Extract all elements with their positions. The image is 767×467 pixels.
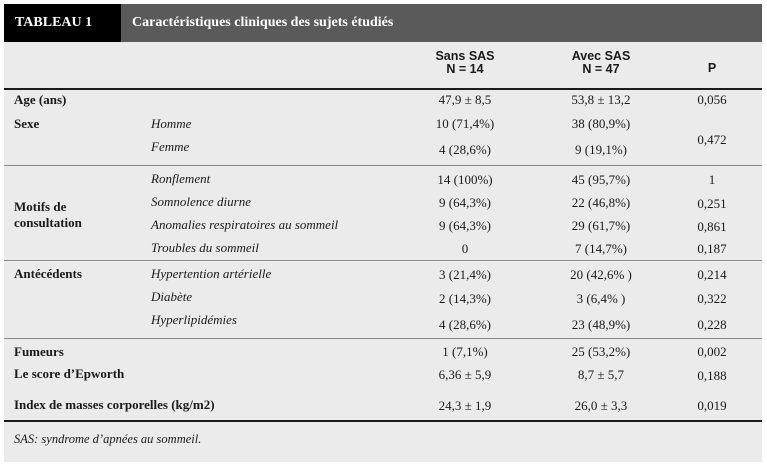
row-motifs-label-line1: Motifs de [14, 199, 67, 214]
row-motifs-label: Motifs de consultation [14, 199, 82, 231]
row-diabete-avec: 3 (6,4% ) [576, 291, 626, 306]
header-avec-sas-n: N = 47 [582, 62, 620, 76]
row-anomalies-sans: 9 (64,3%) [439, 218, 491, 233]
row-hta-sans: 3 (21,4%) [439, 267, 491, 282]
row-ronflement-sans: 14 (100%) [437, 172, 493, 187]
row-hyperlipidemies-p: 0,228 [697, 317, 727, 332]
table-tag: TABLEAU 1 [4, 4, 121, 42]
row-ronflement-label: Ronflement [151, 171, 211, 186]
row-hyperlipidemies-sans: 4 (28,6%) [439, 317, 491, 332]
row-hta-p: 0,214 [697, 267, 727, 282]
row-age-avec: 53,8 ± 13,2 [571, 92, 631, 107]
table-footnote: SAS: syndrome d’apnées au sommeil. [14, 432, 202, 446]
row-hta-label: Hypertention artérielle [151, 266, 272, 281]
row-imc-p: 0,019 [697, 398, 727, 413]
row-femme-label: Femme [151, 139, 190, 154]
row-troubles-avec: 7 (14,7%) [575, 241, 627, 256]
header-rule [4, 88, 762, 90]
row-anomalies-p: 0,861 [697, 219, 727, 234]
rule-after-antecedents [4, 338, 762, 339]
rule-after-sexe [4, 165, 762, 166]
row-age-p: 0,056 [697, 92, 727, 107]
row-motifs-label-line2: consultation [14, 215, 82, 230]
row-diabete-sans: 2 (14,3%) [439, 291, 491, 306]
row-imc-label: Index de masses corporelles (kg/m2) [14, 397, 215, 412]
row-epworth-p: 0,188 [697, 368, 727, 383]
table-frame: TABLEAU 1 Caractéristiques cliniques des… [4, 4, 762, 462]
row-sexe-p: 0,472 [697, 132, 727, 147]
row-troubles-p: 0,187 [697, 241, 727, 256]
row-age-label: Age (ans) [14, 92, 67, 107]
header-avec-sas: Avec SAS N = 47 [549, 50, 653, 76]
row-antecedents-label: Antécédents [14, 266, 82, 281]
row-troubles-sans: 0 [461, 241, 469, 256]
row-sexe-label: Sexe [14, 116, 40, 131]
row-homme-label: Homme [151, 116, 192, 131]
row-fumeurs-p: 0,002 [697, 344, 727, 359]
header-sans-sas-n: N = 14 [446, 62, 484, 76]
row-epworth-label: Le score d’Epworth [14, 366, 125, 381]
row-hta-avec: 20 (42,6% ) [570, 267, 632, 282]
row-somnolence-label: Somnolence diurne [151, 194, 252, 209]
header-sans-sas-label: Sans SAS [435, 49, 495, 63]
title-bar: TABLEAU 1 Caractéristiques cliniques des… [4, 4, 762, 42]
row-fumeurs-avec: 25 (53,2%) [571, 344, 631, 359]
header-avec-sas-label: Avec SAS [571, 49, 631, 63]
row-ronflement-avec: 45 (95,7%) [571, 172, 631, 187]
bottom-rule [4, 420, 762, 422]
row-somnolence-sans: 9 (64,3%) [439, 195, 491, 210]
row-imc-avec: 26,0 ± 3,3 [574, 398, 628, 413]
row-anomalies-avec: 29 (61,7%) [571, 218, 631, 233]
row-homme-sans: 10 (71,4%) [435, 116, 495, 131]
row-femme-avec: 9 (19,1%) [575, 142, 627, 157]
row-femme-sans: 4 (28,6%) [439, 142, 491, 157]
row-hyperlipidemies-label: Hyperlipidémies [151, 312, 237, 327]
row-anomalies-label: Anomalies respiratoires au sommeil [151, 217, 339, 232]
header-p: P [707, 61, 717, 75]
row-fumeurs-label: Fumeurs [14, 344, 64, 359]
header-sans-sas: Sans SAS N = 14 [423, 50, 507, 76]
row-somnolence-p: 0,251 [697, 196, 727, 211]
row-diabete-p: 0,322 [697, 291, 727, 306]
row-imc-sans: 24,3 ± 1,9 [438, 398, 492, 413]
row-homme-avec: 38 (80,9%) [571, 116, 631, 131]
row-ronflement-p: 1 [708, 172, 716, 187]
row-epworth-avec: 8,7 ± 5,7 [577, 367, 625, 382]
table-title: Caractéristiques cliniques des sujets ét… [132, 15, 394, 30]
row-somnolence-avec: 22 (46,8%) [571, 195, 631, 210]
row-fumeurs-sans: 1 (7,1%) [442, 344, 488, 359]
row-troubles-label: Troubles du sommeil [151, 240, 259, 255]
row-hyperlipidemies-avec: 23 (48,9%) [571, 317, 631, 332]
row-epworth-sans: 6,36 ± 5,9 [438, 367, 492, 382]
row-diabete-label: Diabète [151, 289, 193, 304]
row-age-sans: 47,9 ± 8,5 [438, 92, 492, 107]
rule-after-motifs [4, 260, 762, 261]
